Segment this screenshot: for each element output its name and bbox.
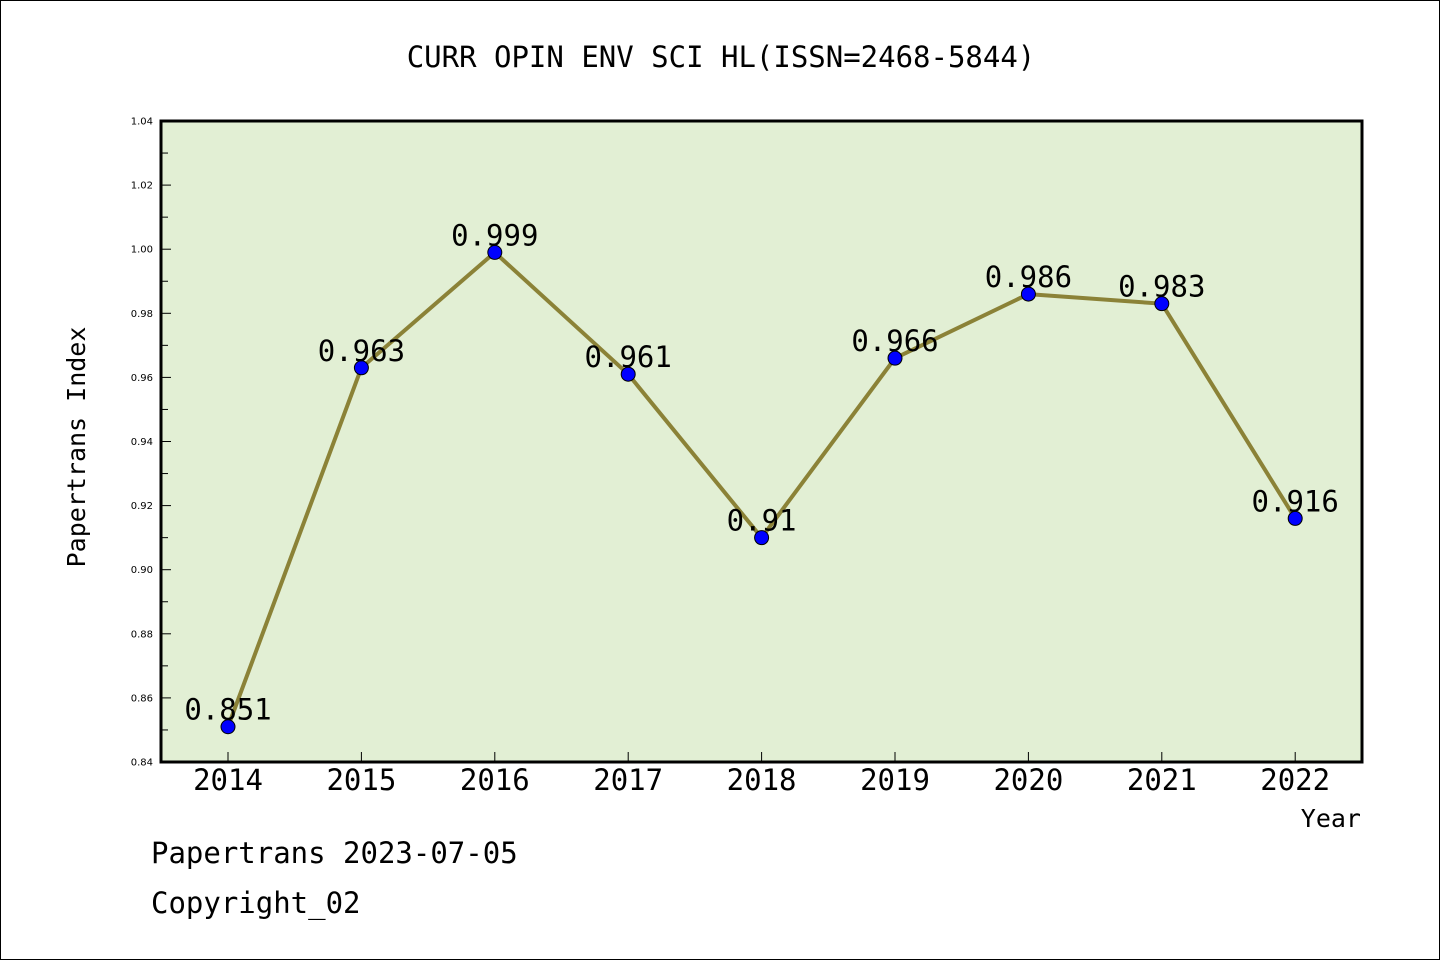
data-point (353, 360, 369, 376)
data-label: 0.961 (585, 340, 672, 374)
y-tick-label: 0.96 (131, 373, 153, 384)
y-tick-label: 0.94 (131, 437, 153, 448)
footer-source: Papertrans 2023-07-05 (151, 836, 518, 870)
x-tick-label: 2014 (193, 763, 263, 797)
x-tick-label: 2019 (860, 763, 930, 797)
y-axis-ticks: 0.84 0.86 0.88 0.90 0.92 0.94 0.96 0.98 1.00 1.02… (131, 117, 171, 769)
data-label: 0.983 (1118, 270, 1205, 304)
data-point (754, 530, 770, 546)
data-point (887, 350, 903, 366)
y-tick-label: 0.98 (131, 309, 153, 320)
y-tick-label: 0.90 (131, 565, 153, 576)
plot-area (159, 119, 1364, 764)
x-tick-label: 2020 (993, 763, 1063, 797)
y-tick-label: 1.02 (131, 181, 153, 192)
data-point (1020, 286, 1036, 302)
data-point (220, 719, 236, 735)
y-tick-label: 1.00 (131, 245, 153, 256)
data-point (487, 244, 503, 260)
y-tick-label: 0.88 (131, 629, 153, 640)
data-label: 0.916 (1252, 484, 1339, 518)
y-tick-label: 1.04 (131, 117, 153, 128)
x-tick-label: 2022 (1260, 763, 1330, 797)
chart-title: CURR OPIN ENV SCI HL(ISSN=2468-5844) (407, 40, 1036, 74)
data-label: 0.966 (851, 324, 938, 358)
data-label: 0.91 (727, 504, 797, 538)
x-axis-ticks: 2014 2015 2016 2017 2018 2019 2020 2021 2022 (193, 752, 1330, 797)
data-label: 0.986 (985, 260, 1072, 294)
y-tick-label: 0.86 (131, 693, 153, 704)
y-axis-label: Papertrans Index (62, 327, 91, 568)
x-tick-label: 2021 (1127, 763, 1197, 797)
x-tick-label: 2016 (460, 763, 530, 797)
data-label: 0.963 (318, 334, 405, 368)
x-tick-label: 2018 (727, 763, 797, 797)
data-point (1287, 510, 1303, 526)
data-label: 0.999 (451, 218, 538, 252)
series-line-group: 0.851 0.963 0.999 0.961 0.91 0.966 0.986 0.983 0… (184, 218, 1339, 735)
x-tick-label: 2017 (593, 763, 663, 797)
data-label: 0.851 (184, 693, 271, 727)
y-tick-label: 0.92 (131, 501, 153, 512)
x-axis-label: Year (1301, 804, 1361, 833)
y-tick-label: 0.84 (131, 758, 153, 769)
x-tick-label: 2015 (326, 763, 396, 797)
footer-copyright: Copyright_02 (151, 886, 361, 920)
data-point (620, 366, 636, 382)
data-point (1154, 296, 1170, 312)
